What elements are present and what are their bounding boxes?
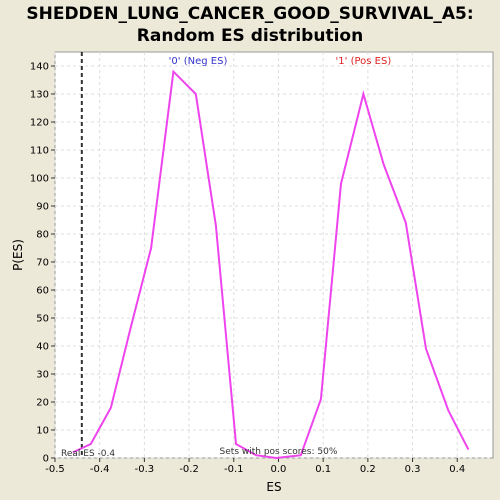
series-line bbox=[72, 69, 470, 460]
y-tick-label: 50 bbox=[36, 314, 49, 325]
x-tick-label: 0.4 bbox=[449, 464, 465, 475]
x-tick-label: -0.4 bbox=[90, 464, 110, 475]
y-gridlines bbox=[55, 65, 493, 459]
annotation-neg-es: '0' (Neg ES) bbox=[169, 56, 228, 67]
sets-with-pos-scores-label: Sets with pos scores: 50% bbox=[220, 447, 338, 457]
real-es-label: Real ES -0.4 bbox=[61, 449, 115, 459]
y-tick-label: 70 bbox=[36, 258, 49, 269]
x-tick-label: 0.3 bbox=[405, 464, 421, 475]
y-axis-label: P(ES) bbox=[11, 239, 25, 271]
chart-title-line1: SHEDDEN_LUNG_CANCER_GOOD_SURVIVAL_A5: bbox=[26, 4, 474, 24]
y-tick-label: 20 bbox=[36, 398, 49, 409]
y-tick-label: 120 bbox=[30, 118, 49, 129]
y-tick-label: 10 bbox=[36, 426, 49, 437]
x-tick-label: -0.5 bbox=[45, 464, 65, 475]
y-axis: 0 10 20 30 40 50 60 70 80 90 100 110 120 130 140 bbox=[30, 62, 55, 465]
x-gridlines bbox=[54, 52, 458, 458]
x-tick-label: 0.1 bbox=[315, 464, 331, 475]
y-tick-label: 110 bbox=[30, 146, 49, 157]
plot-background bbox=[54, 51, 494, 459]
y-tick-label: 0 bbox=[43, 454, 49, 465]
x-tick-label: -0.1 bbox=[224, 464, 244, 475]
y-tick-label: 30 bbox=[36, 370, 49, 381]
x-tick-label: -0.3 bbox=[135, 464, 155, 475]
y-tick-label: 140 bbox=[30, 62, 49, 73]
x-tick-label: -0.2 bbox=[179, 464, 199, 475]
annotation-pos-es: '1' (Pos ES) bbox=[336, 56, 392, 67]
y-tick-label: 60 bbox=[36, 286, 49, 297]
y-tick-label: 80 bbox=[36, 230, 49, 241]
x-axis-label: ES bbox=[266, 480, 281, 494]
y-tick-label: 90 bbox=[36, 202, 49, 213]
x-tick-label: 0.2 bbox=[360, 464, 376, 475]
x-axis: -0.5 -0.4 -0.3 -0.2 -0.1 0.0 0.1 0.2 0.3 0.4 bbox=[45, 458, 465, 475]
y-tick-label: 130 bbox=[30, 90, 49, 101]
y-tick-label: 100 bbox=[30, 174, 49, 185]
x-tick-label: 0.0 bbox=[271, 464, 287, 475]
chart-title-line2: Random ES distribution bbox=[136, 26, 364, 46]
y-tick-label: 40 bbox=[36, 342, 49, 353]
